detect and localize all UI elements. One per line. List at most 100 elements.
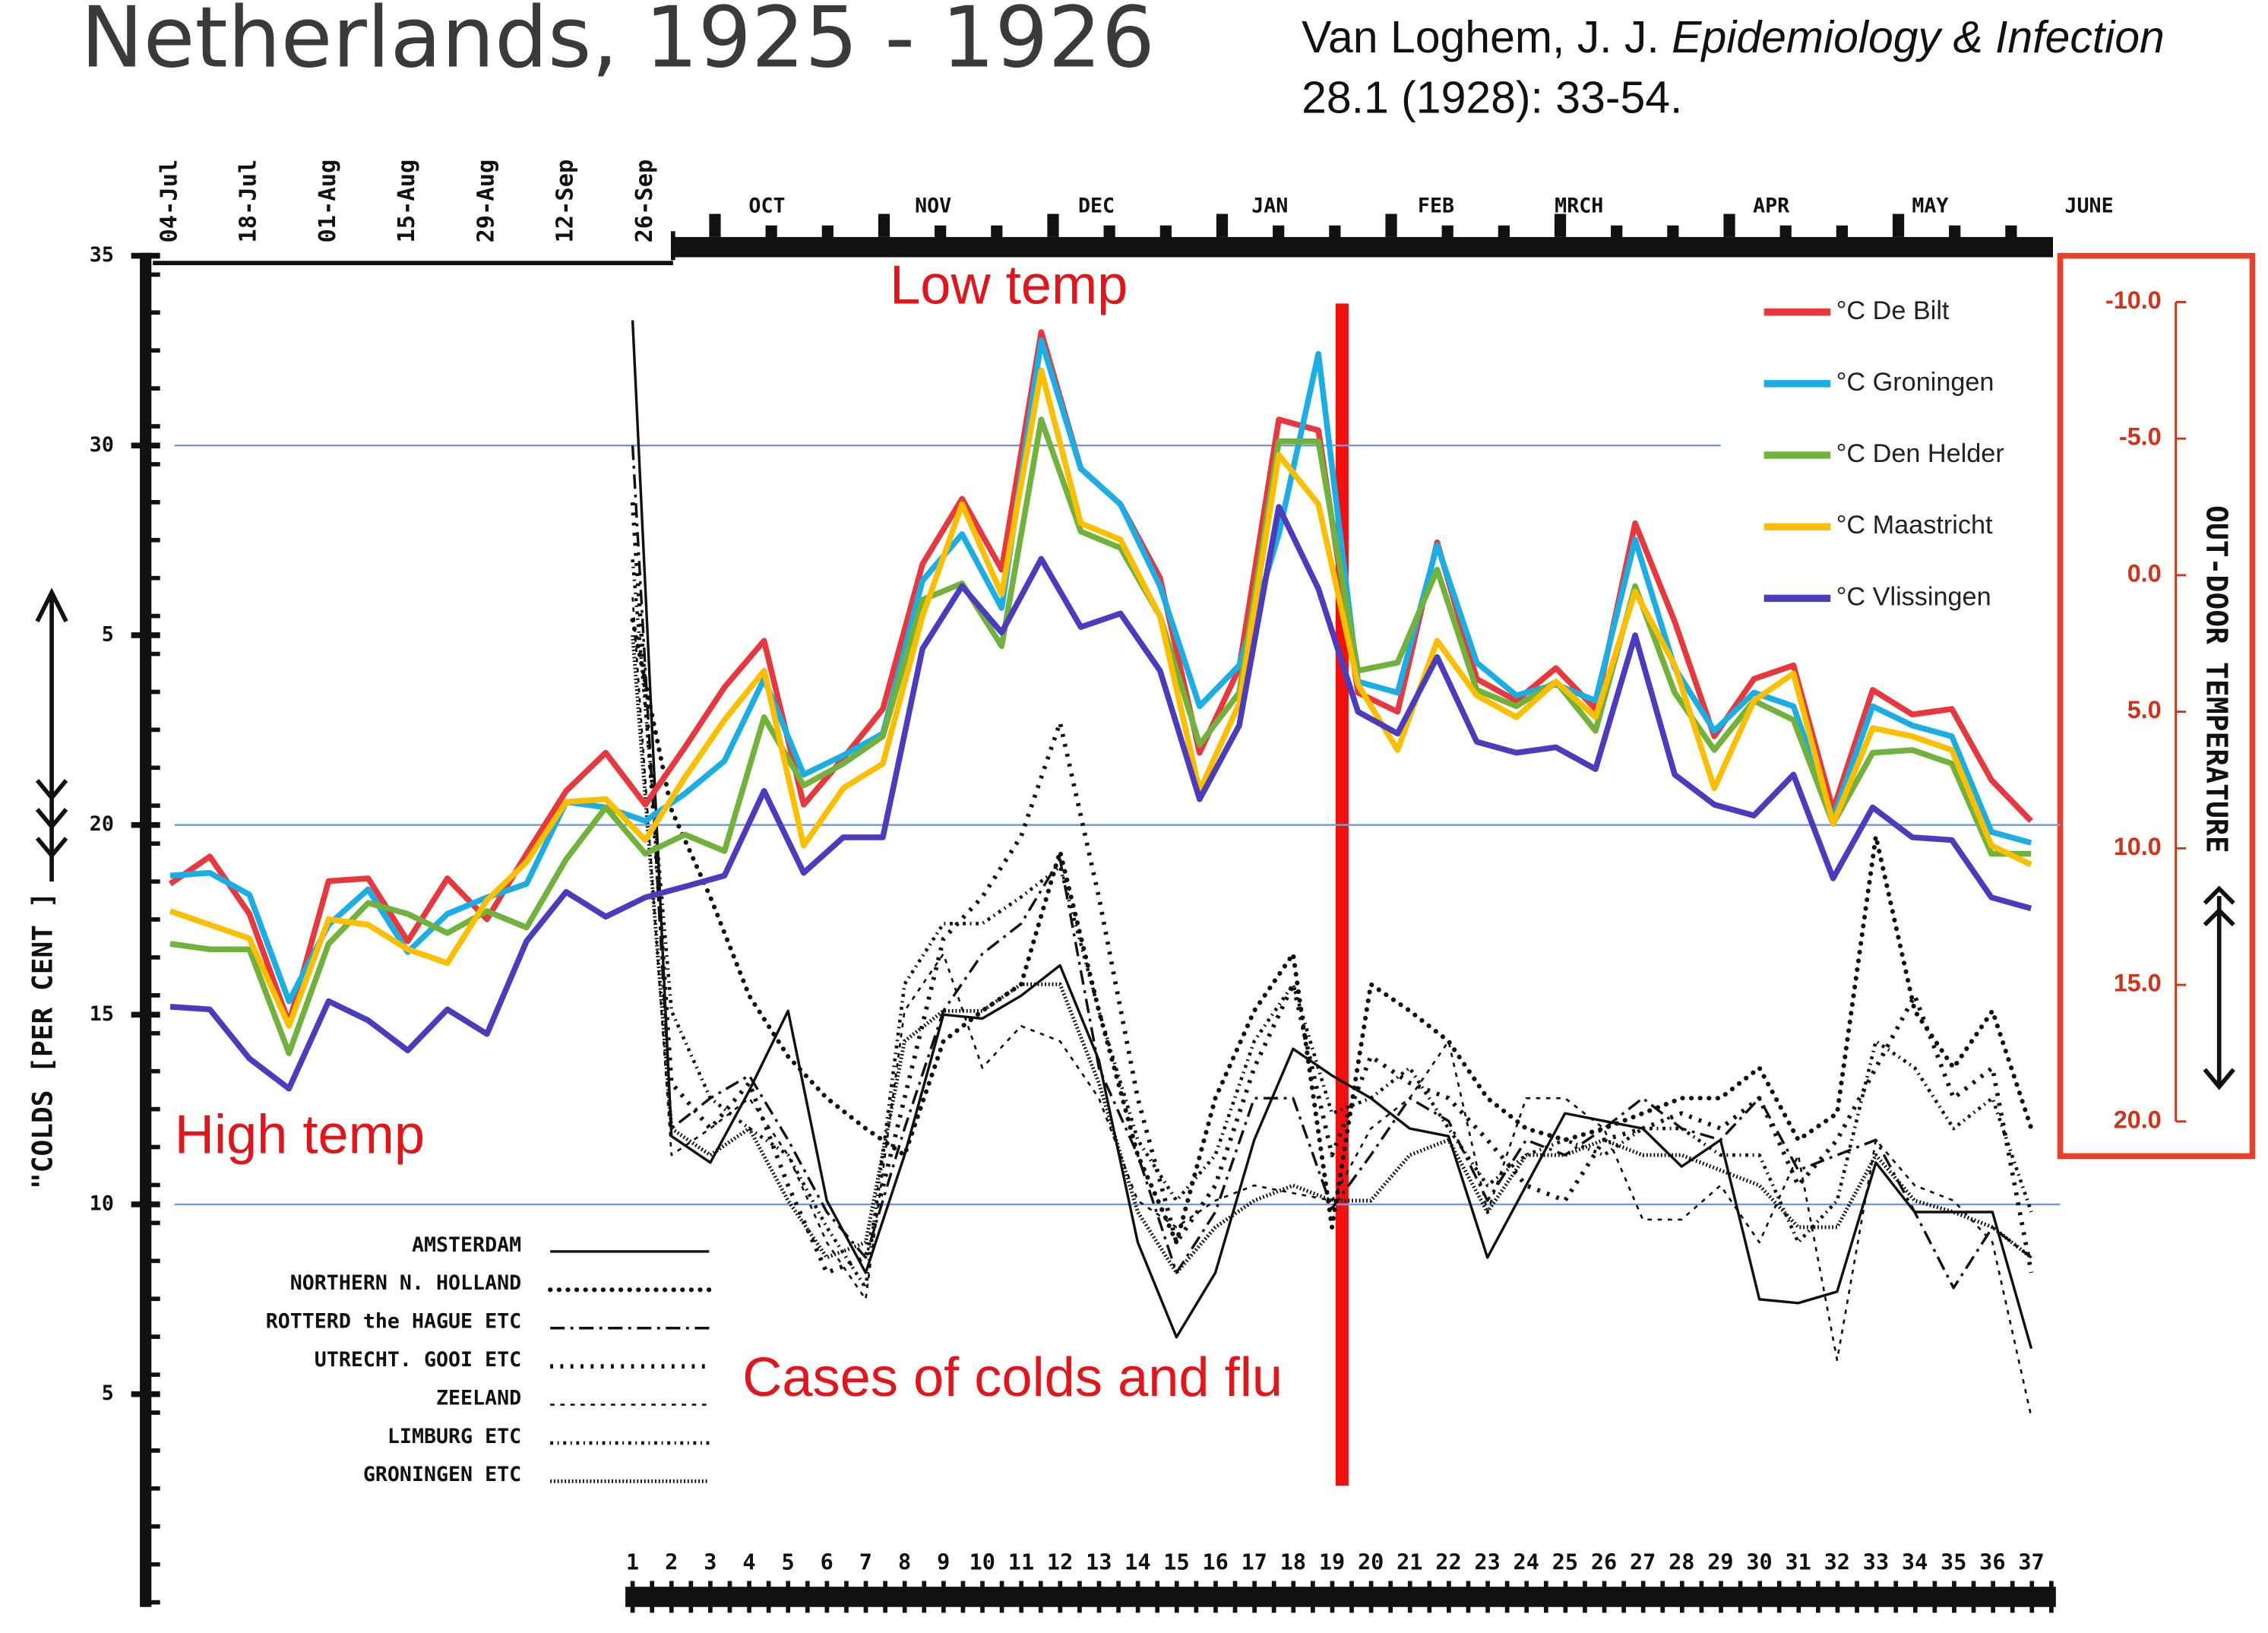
y-tick-label: 10 xyxy=(90,1192,114,1215)
x-tick-label: 37 xyxy=(2018,1550,2044,1575)
x-tick-label: 9 xyxy=(937,1550,950,1575)
legend-label: GRONINGEN ETC xyxy=(363,1463,521,1486)
x-tick-label: 19 xyxy=(1319,1550,1345,1575)
x-tick-label: 32 xyxy=(1824,1550,1850,1575)
legend-label: LIMBURG ETC xyxy=(387,1425,521,1448)
x-tick-label: 5 xyxy=(782,1550,795,1575)
legend-label: °C De Bilt xyxy=(1836,296,1950,325)
annotation: Cases of colds and flu xyxy=(742,1347,1283,1408)
x-tick-label: 13 xyxy=(1086,1550,1112,1575)
bottom-week-axis xyxy=(625,1587,2056,1607)
y-tick-label: 20 xyxy=(90,812,114,836)
annotation: Low temp xyxy=(890,255,1128,315)
chart-title: Netherlands, 1925 - 1926 xyxy=(81,0,1155,87)
x-tick-label: 26 xyxy=(1591,1550,1617,1575)
legend-label: UTRECHT. GOOI ETC xyxy=(315,1348,521,1372)
x-tick-label: 26-Sep xyxy=(631,160,658,243)
month-label: JAN xyxy=(1251,194,1288,217)
x-tick-label: 35 xyxy=(1941,1550,1966,1575)
ruler-stub xyxy=(765,225,777,249)
y-tick-label: 30 xyxy=(90,433,114,457)
series-line xyxy=(631,635,2033,1275)
ruler-stub xyxy=(1554,214,1567,237)
citation: Van Loghem, J. J. Epidemiology & Infecti… xyxy=(1302,13,2165,62)
x-tick-label: 21 xyxy=(1397,1550,1422,1575)
series-line xyxy=(631,597,2032,1417)
x-tick-label: 16 xyxy=(1202,1550,1228,1575)
right-axis-box xyxy=(2057,252,2256,1160)
x-tick-label: 12 xyxy=(1047,1550,1073,1575)
left-axis-arrow xyxy=(35,587,68,882)
x-tick-label: 18 xyxy=(1280,1550,1306,1575)
x-tick-label: 1 xyxy=(626,1550,639,1575)
month-label: NOV xyxy=(915,194,951,217)
y2-tick-label: 0.0 xyxy=(2127,559,2162,587)
x-tick-label: 2 xyxy=(665,1550,678,1575)
ruler-stub xyxy=(709,214,721,237)
month-label: JUNE xyxy=(2065,194,2114,217)
x-tick-label: 12-Sep xyxy=(552,160,579,243)
y2-tick-label: -10.0 xyxy=(2105,286,2162,314)
month-label: FEB xyxy=(1418,194,1454,217)
x-tick-label: 27 xyxy=(1630,1550,1656,1575)
series-line xyxy=(630,618,2034,1245)
ruler-stub xyxy=(935,225,947,249)
x-tick-label: 29-Aug xyxy=(473,160,499,243)
x-tick-label: 17 xyxy=(1242,1550,1267,1575)
series-line xyxy=(631,445,2032,1290)
x-tick-label: 3 xyxy=(704,1550,716,1575)
ruler-stub xyxy=(1159,225,1172,249)
series-line xyxy=(169,504,2032,1092)
x-tick-label: 01-Aug xyxy=(315,160,341,243)
ruler-stub xyxy=(1779,225,1792,249)
ruler-stub xyxy=(1611,225,1623,249)
ruler-stub xyxy=(1216,214,1229,237)
legend-label: °C Den Helder xyxy=(1836,439,2004,468)
y-tick-label: 35 xyxy=(90,243,114,267)
citation-ref: 28.1 (1928): 33-54. xyxy=(1302,74,1682,123)
x-tick-label: 25 xyxy=(1552,1550,1578,1575)
x-tick-label: 04-Jul xyxy=(157,160,183,243)
series-line xyxy=(169,337,2032,1005)
ruler-stub xyxy=(1329,225,1341,249)
x-tick-label: 29 xyxy=(1707,1550,1733,1575)
series-line xyxy=(168,329,2033,1027)
legend-label: ZEELAND xyxy=(436,1386,521,1410)
ruler-stub xyxy=(1441,225,1453,249)
ruler-stub xyxy=(1667,225,1679,249)
x-tick-label: 8 xyxy=(898,1550,911,1575)
y-tick-label: 15 xyxy=(90,1002,114,1026)
legend-label: °C Vlissingen xyxy=(1836,582,1991,611)
x-tick-label: 24 xyxy=(1514,1550,1539,1575)
x-tick-label: 20 xyxy=(1358,1550,1384,1575)
x-tick-label: 7 xyxy=(859,1550,872,1575)
ruler-stub xyxy=(1836,225,1848,249)
y2-tick-label: 5.0 xyxy=(2127,696,2162,723)
right-axis-arrow xyxy=(2203,885,2235,1090)
series-line xyxy=(631,320,2033,1350)
ruler-stub xyxy=(1273,225,1285,249)
x-tick-label: 28 xyxy=(1669,1550,1694,1575)
citation-author: Van Loghem, J. J. xyxy=(1302,13,1659,62)
legend-label: NORTHERN N. HOLLAND xyxy=(290,1271,521,1295)
right-axis-title: OUT-DOOR TEMPERATURE xyxy=(2200,505,2234,853)
y-tick-label: 5 xyxy=(102,622,114,646)
month-label: DEC xyxy=(1078,194,1115,217)
x-tick-label: 36 xyxy=(1979,1550,2005,1575)
x-tick-label: 10 xyxy=(970,1550,995,1575)
ruler-stub xyxy=(1047,214,1059,237)
x-tick-label: 18-Jul xyxy=(236,160,262,243)
x-tick-label: 11 xyxy=(1008,1550,1034,1575)
x-tick-label: 22 xyxy=(1435,1550,1461,1575)
series-line xyxy=(631,559,2033,1290)
x-tick-label: 31 xyxy=(1786,1550,1811,1575)
ruler-stub xyxy=(878,214,890,237)
ruler-stub xyxy=(991,225,1003,249)
ruler-stub xyxy=(1892,214,1905,237)
month-label: OCT xyxy=(748,194,785,217)
x-tick-label: 6 xyxy=(821,1550,833,1575)
series-line xyxy=(630,502,2034,1275)
annotation: High temp xyxy=(175,1105,425,1166)
